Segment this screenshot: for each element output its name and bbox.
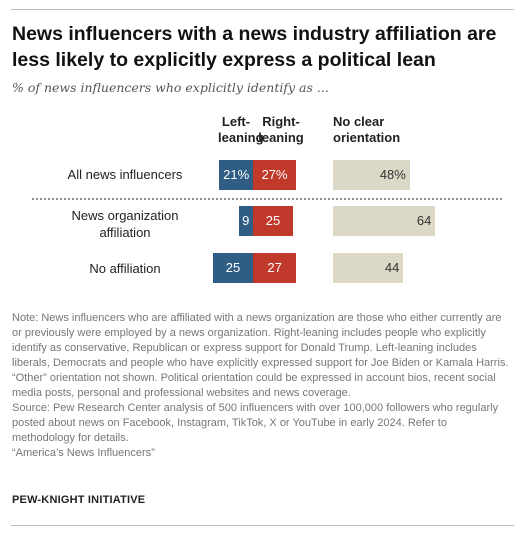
column-header-left-line-2: leaning [218,130,264,145]
bar-left-leaning-no-affiliation [213,253,253,283]
label-left-leaning-news-organization-affiliation: 9 [242,213,250,228]
bottom-rule [11,525,514,526]
column-header-none-line-1: No clear [333,114,385,129]
label-right-leaning-news-organization-affiliation: 25 [265,213,281,228]
column-header-none-line-2: orientation [333,130,401,145]
label-no-clear-orientation-all-news-influencers: 48% [379,167,406,182]
bar-left-leaning-all-news-influencers [219,160,253,190]
column-header-no-clear-orientation: No clear orientation [333,114,433,146]
label-right-leaning-no-affiliation: 27 [267,260,282,275]
label-right-leaning-all-news-influencers: 27% [261,167,288,182]
chart-title: News influencers with a news industry af… [12,23,497,71]
report-title: “America’s News Influencers” [12,447,155,459]
bar-right-leaning-all-news-influencers [253,160,297,190]
note-text: Note: News influencers who are affiliate… [12,312,509,399]
column-header-right-leaning: Right- leaning [255,114,307,146]
source-text: Source: Pew Research Center analysis of … [12,402,499,444]
label-left-leaning-no-affiliation: 25 [225,260,241,275]
label-no-clear-orientation-news-organization-affiliation: 64 [416,213,432,228]
label-left-leaning-all-news-influencers: 21% [223,167,250,182]
credit-line: PEW-KNIGHT INITIATIVE [12,494,146,506]
column-header-right-line-2: leaning [258,130,304,145]
row-label-org-line-2: affiliation [99,225,151,240]
bar-right-leaning-news-organization-affiliation [253,206,293,236]
row-label-org-line-1: News organization [71,208,179,223]
label-no-clear-orientation-no-affiliation: 44 [384,260,400,275]
top-rule [11,9,514,10]
row-label-all-line-1: All news influencers [67,167,183,182]
row-label-no-affiliation: No affiliation [40,260,210,277]
column-header-right-line-1: Right- [262,114,300,129]
row-label-all-news-influencers: All news influencers [40,166,210,183]
bar-no-clear-orientation-all-news-influencers [333,160,410,190]
column-header-left-line-1: Left- [221,114,251,129]
row-label-none-line-1: No affiliation [89,261,161,276]
chart-subtitle: % of news influencers who explicitly ide… [12,80,329,95]
row-label-news-organization-affiliation: News organization affiliation [40,207,210,241]
bar-right-leaning-no-affiliation [253,253,297,283]
chart-notes: Note: News influencers who are affiliate… [12,311,510,461]
row-divider [32,198,502,200]
bar-no-clear-orientation-no-affiliation [333,253,404,283]
bar-no-clear-orientation-news-organization-affiliation [333,206,436,236]
column-header-left-leaning: Left- leaning [218,114,264,146]
bar-left-leaning-news-organization-affiliation [238,206,253,236]
